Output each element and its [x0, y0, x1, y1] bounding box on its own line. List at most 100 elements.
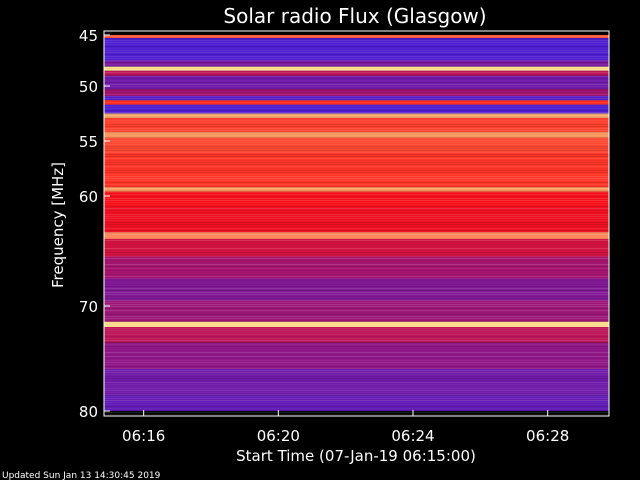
texture-line: [104, 160, 609, 161]
texture-line: [104, 140, 609, 141]
y-tick-label: 80: [79, 403, 98, 421]
spectrum-band: [104, 75, 609, 90]
texture-line: [104, 64, 609, 65]
texture-line: [104, 124, 609, 125]
texture-line: [104, 204, 609, 205]
texture-line: [104, 414, 609, 415]
texture-line: [104, 394, 609, 395]
texture-line: [104, 260, 609, 261]
texture-line: [104, 38, 609, 39]
spectrum-band: [104, 89, 609, 96]
texture-line: [104, 248, 609, 249]
texture-line: [104, 128, 609, 129]
texture-line: [104, 174, 609, 175]
texture-line: [104, 198, 609, 199]
texture-line: [104, 268, 609, 269]
texture-line: [104, 42, 609, 43]
texture-line: [104, 58, 609, 59]
texture-line: [104, 46, 609, 47]
texture-line: [104, 300, 609, 301]
texture-line: [104, 238, 609, 239]
spectrum-band: [104, 191, 609, 207]
texture-line: [104, 402, 609, 403]
texture-line: [104, 100, 609, 101]
texture-line: [104, 400, 609, 401]
texture-line: [104, 350, 609, 351]
texture-line: [104, 328, 609, 329]
texture-line: [104, 320, 609, 321]
texture-line: [104, 252, 609, 253]
texture-line: [104, 88, 609, 89]
texture-line: [104, 222, 609, 223]
texture-line: [104, 178, 609, 179]
texture-line: [104, 378, 609, 379]
texture-line: [104, 322, 609, 323]
texture-line: [104, 98, 609, 99]
texture-line: [104, 388, 609, 389]
spectrum-band: [104, 60, 609, 67]
texture-line: [104, 380, 609, 381]
spectrum-band: [104, 66, 609, 71]
texture-line: [104, 142, 609, 143]
texture-line: [104, 226, 609, 227]
texture-line: [104, 170, 609, 171]
texture-line: [104, 108, 609, 109]
texture-line: [104, 224, 609, 225]
x-tick-label: 06:24: [391, 427, 434, 445]
texture-line: [104, 324, 609, 325]
texture-line: [104, 122, 609, 123]
texture-line: [104, 304, 609, 305]
texture-line: [104, 120, 609, 121]
texture-line: [104, 230, 609, 231]
texture-line: [104, 306, 609, 307]
texture-line: [104, 80, 609, 81]
texture-line: [104, 62, 609, 63]
texture-line: [104, 396, 609, 397]
texture-line: [104, 312, 609, 313]
spectrum-band: [104, 300, 609, 322]
texture-line: [104, 216, 609, 217]
spectrum-band: [104, 207, 609, 233]
texture-line: [104, 404, 609, 405]
texture-line: [104, 372, 609, 373]
texture-line: [104, 184, 609, 185]
texture-line: [104, 272, 609, 273]
texture-line: [104, 310, 609, 311]
texture-line: [104, 50, 609, 51]
texture-line: [104, 136, 609, 137]
spectrum-band: [104, 321, 609, 327]
texture-line: [104, 338, 609, 339]
spectrum-band: [104, 70, 609, 76]
texture-line: [104, 354, 609, 355]
texture-line: [104, 116, 609, 117]
texture-line: [104, 56, 609, 57]
texture-line: [104, 54, 609, 55]
x-tick-label: 06:16: [122, 427, 165, 445]
texture-line: [104, 210, 609, 211]
tick-marks: [104, 34, 549, 416]
texture-line: [104, 72, 609, 73]
texture-line: [104, 332, 609, 333]
texture-line: [104, 196, 609, 197]
texture-line: [104, 264, 609, 265]
texture-line: [104, 346, 609, 347]
texture-line: [104, 158, 609, 159]
texture-line: [104, 392, 609, 393]
texture-line: [104, 104, 609, 105]
texture-line: [104, 156, 609, 157]
x-tick-label: 06:28: [526, 427, 569, 445]
texture-line: [104, 326, 609, 327]
spectrum-band: [104, 395, 609, 411]
spectrum-band: [104, 342, 609, 369]
texture-line: [104, 336, 609, 337]
texture-line: [104, 382, 609, 383]
texture-line: [104, 60, 609, 61]
spectrum-band: [104, 327, 609, 343]
texture-line: [104, 78, 609, 79]
texture-line: [104, 220, 609, 221]
texture-line: [104, 86, 609, 87]
texture-line: [104, 412, 609, 413]
texture-line: [104, 96, 609, 97]
spectrum-band: [104, 132, 609, 138]
chart-title: Solar radio Flux (Glasgow): [223, 4, 486, 28]
